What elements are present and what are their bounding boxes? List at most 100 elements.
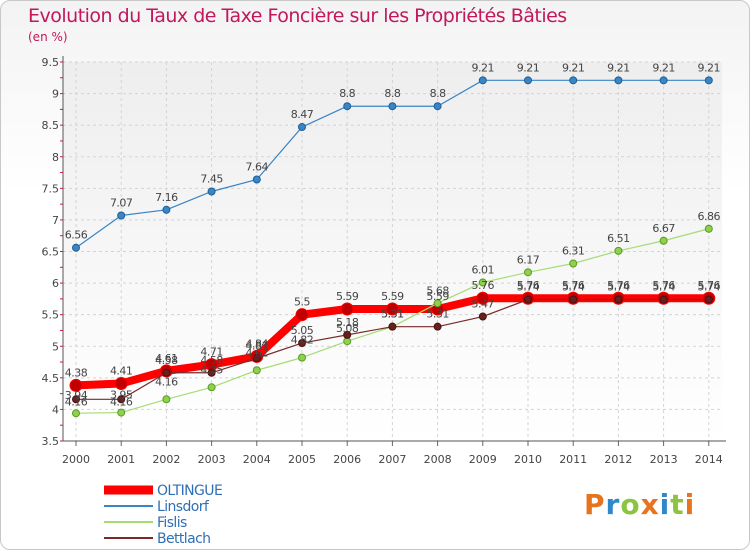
x-tick-label: 2001 (107, 453, 135, 466)
data-point-oltingue (476, 291, 490, 305)
data-label-bettlach: 5.74 (607, 281, 630, 294)
data-label-bettlach: 4.58 (155, 354, 178, 367)
x-tick-label: 2012 (604, 453, 632, 466)
data-point-fislis (252, 366, 261, 375)
data-label-bettlach: 5.74 (562, 281, 585, 294)
x-tick-label: 2000 (62, 453, 90, 466)
data-point-bettlach (252, 354, 261, 363)
x-tick-label: 2003 (198, 453, 226, 466)
y-tick-label: 6 (52, 277, 59, 290)
data-label-oltingue: 4.61 (155, 352, 178, 365)
data-label-oltingue: 5.59 (336, 290, 359, 303)
data-label-oltingue: 4.38 (65, 366, 88, 379)
data-point-linsdorf (162, 205, 171, 214)
data-point-bettlach (162, 368, 171, 377)
data-label-linsdorf: 8.8 (339, 87, 355, 100)
chart-title: Evolution du Taux de Taxe Foncière sur l… (28, 5, 567, 27)
data-label-linsdorf: 7.07 (110, 196, 133, 209)
y-tick-label: 5.5 (42, 309, 60, 322)
data-point-fislis (298, 353, 306, 362)
proxiti-logo: Proxiti (584, 488, 696, 521)
data-label-linsdorf: 7.64 (246, 160, 269, 173)
data-point-linsdorf (252, 175, 261, 184)
y-tick-label: 6.5 (42, 246, 60, 259)
data-label-linsdorf: 9.21 (562, 61, 585, 74)
data-label-bettlach: 5.05 (291, 324, 314, 337)
legend-label-linsdorf: Linsdorf (157, 499, 210, 515)
data-point-bettlach (659, 295, 668, 304)
data-label-oltingue: 5.76 (472, 279, 495, 292)
data-label-linsdorf: 8.8 (430, 87, 446, 100)
data-point-fislis (659, 236, 668, 245)
data-label-oltingue: 5.76 (607, 279, 630, 292)
y-tick-label: 7 (52, 214, 59, 227)
data-label-bettlach: 4.81 (246, 339, 269, 352)
legend-label-fislis: Fislis (157, 515, 187, 531)
data-label-bettlach: 5.31 (381, 308, 404, 321)
data-point-linsdorf (117, 211, 126, 220)
data-label-linsdorf: 9.21 (652, 61, 675, 74)
data-label-linsdorf: 6.56 (65, 229, 88, 242)
data-point-oltingue (340, 302, 354, 316)
data-point-linsdorf (614, 76, 623, 85)
legend-label-oltingue: OLTINGUE (157, 483, 222, 499)
data-label-bettlach: 5.31 (426, 308, 449, 321)
data-label-oltingue: 5.5 (294, 296, 310, 309)
data-point-linsdorf (478, 76, 487, 85)
data-point-oltingue (295, 308, 309, 322)
y-tick-label: 8.5 (42, 119, 60, 132)
y-tick-label: 3.5 (42, 435, 60, 448)
data-point-linsdorf (569, 76, 578, 85)
data-point-bettlach (478, 312, 487, 321)
data-label-bettlach: 4.16 (65, 395, 88, 408)
x-tick-label: 2002 (152, 453, 180, 466)
data-label-oltingue: 5.76 (562, 279, 585, 292)
x-tick-label: 2009 (469, 453, 497, 466)
data-point-bettlach (117, 395, 126, 404)
data-label-fislis: 6.86 (698, 210, 721, 223)
x-tick-label: 2008 (424, 453, 452, 466)
data-label-oltingue: 5.76 (652, 279, 675, 292)
data-label-fislis: 4.62 (246, 346, 269, 359)
data-label-fislis: 3.95 (110, 389, 133, 402)
data-point-bettlach (72, 395, 80, 404)
data-label-fislis: 5.31 (381, 308, 404, 321)
data-label-oltingue: 5.76 (517, 279, 540, 292)
data-point-bettlach (433, 322, 442, 331)
data-point-linsdorf (524, 76, 532, 85)
data-point-oltingue (69, 378, 83, 392)
data-point-bettlach (343, 330, 352, 339)
data-point-fislis (614, 246, 623, 255)
y-tick-label: 9 (52, 88, 59, 101)
y-tick-label: 5 (52, 340, 59, 353)
data-label-fislis: 4.16 (155, 375, 178, 388)
y-tick-label: 7.5 (42, 182, 60, 195)
data-point-linsdorf (298, 123, 306, 132)
data-label-linsdorf: 9.21 (607, 61, 630, 74)
data-point-linsdorf (72, 243, 80, 252)
data-label-linsdorf: 9.21 (698, 61, 721, 74)
data-label-linsdorf: 7.45 (200, 172, 223, 185)
x-tick-label: 2011 (559, 453, 587, 466)
data-point-bettlach (207, 368, 216, 377)
data-label-bettlach: 4.16 (110, 395, 133, 408)
data-label-fislis: 4.82 (291, 334, 314, 347)
data-label-fislis: 6.51 (607, 232, 630, 245)
x-tick-label: 2010 (514, 453, 542, 466)
data-point-fislis (207, 383, 216, 392)
data-label-linsdorf: 8.47 (291, 108, 314, 121)
data-label-fislis: 3.94 (65, 389, 88, 402)
data-label-linsdorf: 8.8 (384, 87, 400, 100)
data-point-bettlach (614, 295, 623, 304)
data-label-bettlach: 5.47 (472, 298, 495, 311)
data-point-fislis (524, 268, 532, 277)
data-point-fislis (162, 395, 171, 404)
data-label-fislis: 6.31 (562, 245, 585, 258)
y-tick-label: 9.5 (42, 56, 60, 69)
data-point-linsdorf (343, 102, 352, 111)
data-label-bettlach: 4.58 (200, 354, 223, 367)
data-point-bettlach (298, 339, 306, 348)
data-label-bettlach: 5.74 (698, 281, 721, 294)
